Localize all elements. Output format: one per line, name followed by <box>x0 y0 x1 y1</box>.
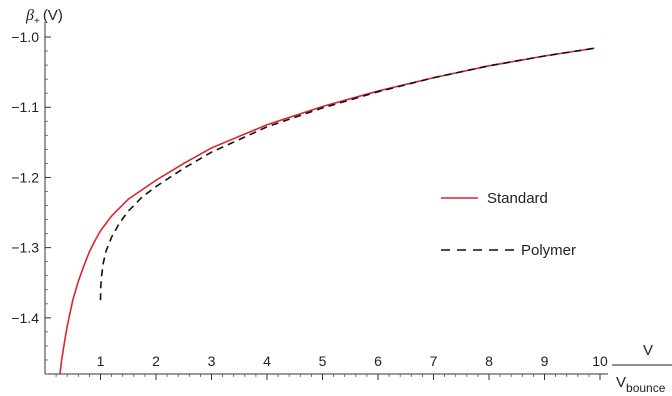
x-axis-denominator-main: V <box>616 374 626 391</box>
x-tick-label: 7 <box>430 353 438 369</box>
legend: Standard Polymer <box>441 190 576 259</box>
x-tick-label: 2 <box>152 353 160 369</box>
x-axis-label: V Vbounce <box>612 342 672 395</box>
series-line-standard <box>59 47 595 375</box>
x-tick-label: 1 <box>97 353 105 369</box>
y-axis-subscript: + <box>34 16 40 27</box>
x-axis-denominator: Vbounce <box>616 374 666 395</box>
series-line-polymer <box>99 47 595 301</box>
legend-label-polymer: Polymer <box>521 242 576 259</box>
y-tick-label: −1.1 <box>11 99 39 115</box>
y-axis-unit: (V) <box>43 7 63 24</box>
x-tick-label: 8 <box>485 353 493 369</box>
y-tick-label: −1.3 <box>11 240 39 256</box>
x-tick-label: 10 <box>592 353 608 369</box>
y-tick-label: −1.0 <box>11 29 39 45</box>
y-axis-label: β+ (V) <box>25 7 63 27</box>
x-tick-label: 9 <box>541 353 549 369</box>
x-tick-label: 4 <box>263 353 271 369</box>
x-axis-denominator-sub: bounce <box>626 381 666 395</box>
x-axis-numerator: V <box>643 342 653 359</box>
x-tick-label: 5 <box>319 353 327 369</box>
y-axis-symbol: β <box>25 7 34 24</box>
x-tick-label: 6 <box>374 353 382 369</box>
x-tick-label: 3 <box>208 353 216 369</box>
y-tick-label: −1.4 <box>11 310 39 326</box>
legend-label-standard: Standard <box>487 190 548 207</box>
y-tick-label: −1.2 <box>11 169 39 185</box>
